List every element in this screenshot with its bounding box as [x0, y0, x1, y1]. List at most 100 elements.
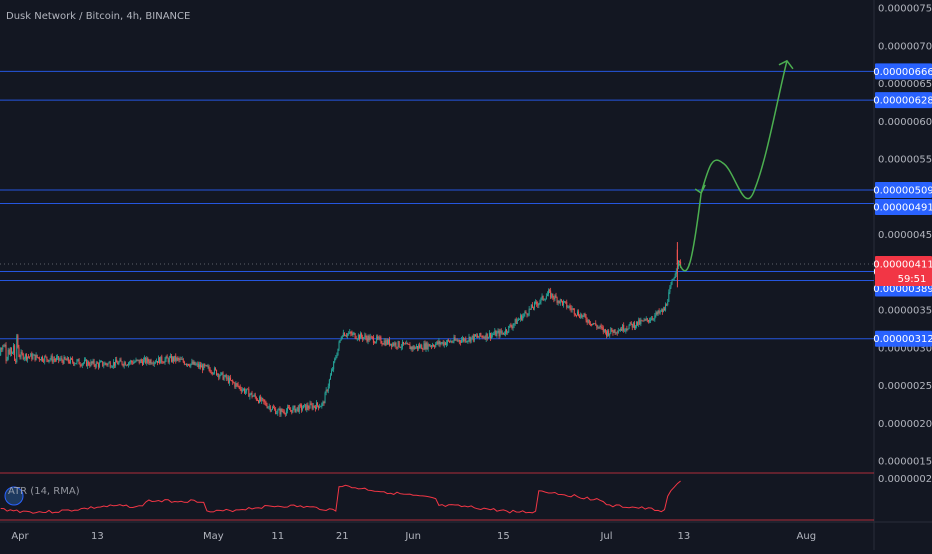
level-badge-text-6: 0.00000312 [873, 334, 932, 345]
candle-body-511 [549, 290, 551, 292]
candle-body-571 [613, 329, 615, 333]
candle-body-530 [569, 306, 571, 308]
candle-body-358 [384, 340, 386, 346]
candle-body-620 [666, 304, 668, 306]
candle-body-526 [565, 301, 567, 303]
candle-body-179 [192, 361, 194, 365]
candle-body-39 [42, 356, 44, 361]
candle-body-69 [74, 363, 76, 365]
candle-body-619 [665, 304, 667, 311]
candle-body-328 [352, 333, 354, 335]
candle-body-518 [556, 297, 558, 303]
candle-body-62 [66, 357, 68, 361]
candle-body-463 [497, 330, 499, 333]
candle-body-36 [38, 357, 40, 360]
candle-body-547 [587, 319, 589, 323]
last-price-value: 0.00000411 [873, 259, 932, 270]
candle-body-364 [391, 343, 393, 347]
candle-body-240 [257, 400, 259, 403]
candle-body-1 [1, 347, 3, 350]
candle-body-527 [566, 301, 568, 308]
candle-body-143 [153, 362, 155, 365]
candle-body-78 [83, 360, 85, 363]
candle-body-139 [149, 360, 151, 364]
candle-body-492 [528, 308, 530, 315]
candle-body-474 [509, 325, 511, 327]
candle-body-100 [107, 363, 109, 366]
candle-body-174 [187, 363, 189, 365]
candle-body-335 [360, 333, 362, 339]
candle-body-76 [81, 363, 83, 366]
candle-body-449 [482, 336, 484, 338]
candle-body-589 [632, 322, 634, 328]
candle-body-112 [120, 359, 122, 362]
candle-body-316 [339, 339, 341, 343]
candle-body-442 [474, 334, 476, 337]
candle-body-57 [61, 358, 63, 361]
candle-body-580 [623, 325, 625, 331]
candle-spike-body [676, 249, 678, 264]
candle-body-104 [111, 366, 113, 368]
level-badge-bg-2 [875, 181, 932, 198]
candle-body-95 [102, 361, 104, 366]
candle-body-539 [579, 315, 581, 318]
candle-body-283 [304, 404, 306, 406]
candle-body-431 [463, 338, 465, 341]
candle-body-543 [583, 313, 585, 316]
candle-body-614 [659, 311, 661, 313]
candle-body-241 [259, 396, 261, 403]
candle-body-563 [604, 329, 606, 332]
x-tick-label-5: Jun [404, 531, 421, 542]
candle-body-14 [15, 360, 17, 363]
candle-body-443 [476, 335, 478, 337]
candle-body-586 [629, 322, 631, 326]
candle-body-228 [245, 391, 247, 393]
candle-body-45 [48, 360, 50, 362]
brand-logo [4, 486, 24, 506]
candle-body-583 [626, 328, 628, 330]
candle-body-161 [173, 357, 175, 361]
candle-body-278 [298, 404, 300, 412]
candle-body-212 [227, 377, 229, 383]
candle-body-270 [290, 409, 292, 411]
candle-body-451 [484, 337, 486, 340]
candle-body-66 [71, 358, 73, 360]
candle-body-373 [400, 346, 402, 348]
candle-body-274 [294, 405, 296, 413]
candle-body-175 [188, 363, 190, 366]
candle-body-52 [56, 357, 58, 361]
candle-body-222 [238, 386, 240, 388]
candle-body-166 [178, 358, 180, 360]
candle-body-110 [118, 361, 120, 365]
candle-body-365 [392, 343, 394, 347]
candle-body-114 [122, 364, 124, 366]
projection-drawing[interactable] [678, 59, 794, 272]
candle-body-34 [36, 354, 38, 358]
candle-body-58 [62, 360, 64, 364]
candle-body-226 [242, 388, 244, 390]
candle-body-321 [344, 335, 346, 337]
candle-body-579 [622, 325, 624, 331]
candle-body-336 [361, 333, 363, 337]
candle-body-313 [336, 355, 338, 358]
candle-body-210 [225, 374, 227, 379]
candle-body-546 [586, 320, 588, 323]
candle-body-324 [348, 333, 350, 335]
candle-body-473 [508, 325, 510, 333]
candle-body-50 [53, 359, 55, 361]
candle-body-320 [343, 332, 345, 336]
candle-body-598 [642, 320, 644, 322]
candle-body-498 [535, 301, 537, 303]
candle-body-169 [181, 359, 183, 361]
candle-body-407 [437, 341, 439, 345]
time-axis[interactable]: Apr 13 May 11 21 Jun 15 Jul 13 Aug [11, 531, 816, 542]
candle-body-444 [477, 335, 479, 338]
candle-body-430 [462, 338, 464, 341]
candle-body-164 [176, 357, 178, 361]
candle-body-556 [597, 326, 599, 328]
candle-body-446 [479, 333, 481, 338]
